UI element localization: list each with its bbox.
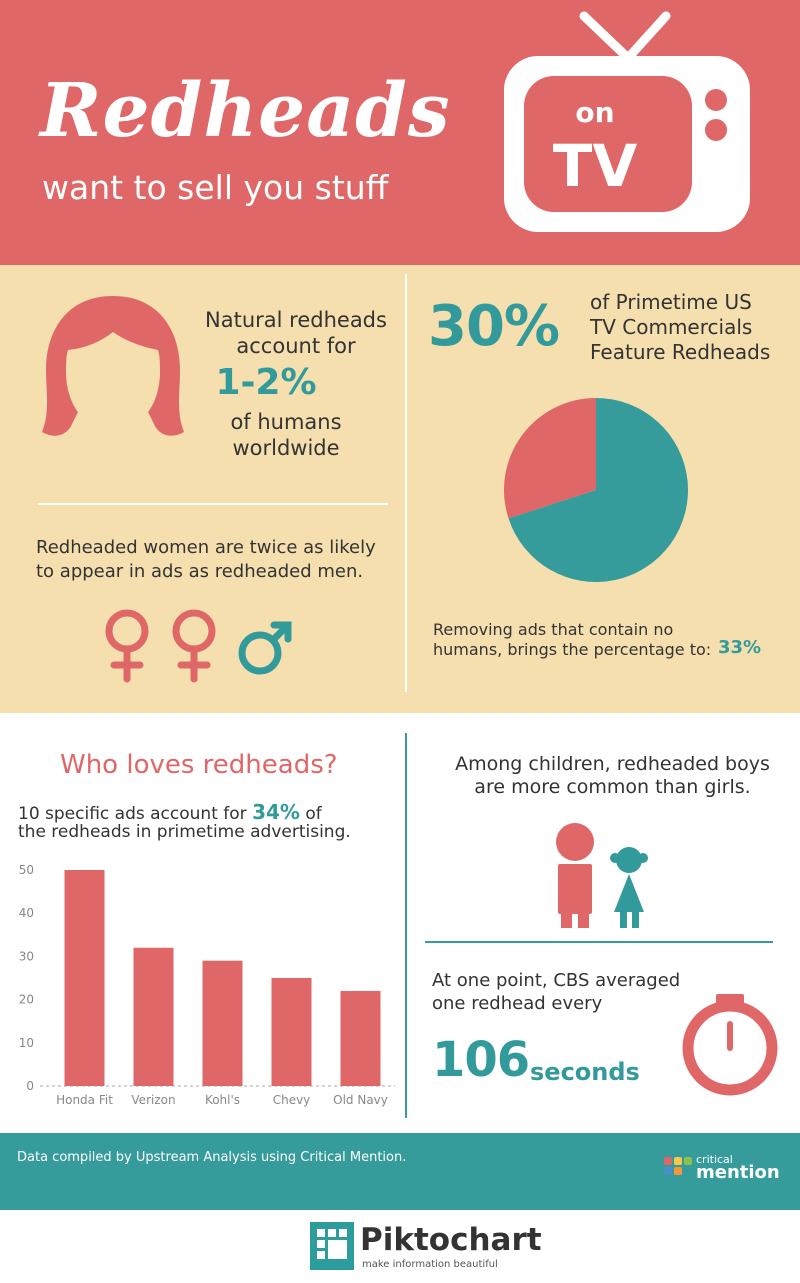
x-tick-label: Verizon — [131, 1093, 175, 1107]
boy-icon — [556, 823, 594, 928]
y-tick-label: 10 — [19, 1036, 34, 1050]
tv-label-tv: TV — [552, 132, 638, 200]
cbs-line1: At one point, CBS averaged — [432, 970, 681, 991]
cbs-unit: seconds — [530, 1058, 640, 1086]
header-banner: Redheads want to sell you stuff on TV — [0, 0, 800, 265]
who-loves-line1: 10 specific ads account for 34% of — [18, 800, 322, 824]
section-divider — [405, 733, 407, 1118]
bar — [271, 978, 312, 1086]
piktochart-tagline: make information beautiful — [362, 1259, 498, 1270]
y-tick-label: 0 — [26, 1079, 34, 1093]
primetime-line3: Feature Redheads — [590, 340, 771, 364]
natural-line1: Natural redheads — [205, 308, 387, 332]
cbs-number: 106 — [432, 1032, 530, 1088]
critical-mention-logo-big: mention — [696, 1162, 780, 1183]
children-icons — [556, 823, 648, 928]
page-subtitle: want to sell you stuff — [42, 168, 389, 207]
natural-line2: account for — [236, 334, 356, 358]
who-loves-heading: Who loves redheads? — [60, 750, 338, 780]
natural-percent: 1-2% — [215, 362, 317, 403]
primetime-percent: 30% — [428, 294, 560, 359]
tv-label-on: on — [575, 96, 615, 129]
girl-icon — [610, 847, 648, 928]
children-line2: are more common than girls. — [474, 776, 751, 798]
page-title: Redheads — [40, 68, 451, 154]
who-loves-line1-post: of — [305, 804, 322, 824]
natural-line4: worldwide — [232, 436, 340, 460]
female-icon — [105, 609, 149, 683]
primetime-line1: of Primetime US — [590, 290, 752, 314]
male-icon — [238, 621, 292, 675]
section-divider — [425, 941, 773, 943]
who-loves-percent: 34% — [252, 800, 300, 824]
female-icon — [172, 609, 216, 683]
pie-slice-0 — [504, 398, 596, 519]
bar — [202, 960, 243, 1086]
natural-line3: of humans — [230, 410, 342, 434]
removing-line1: Removing ads that contain no — [433, 620, 674, 639]
y-tick-label: 20 — [19, 993, 34, 1007]
piktochart-wordmark: Piktochart — [360, 1222, 542, 1258]
bar — [340, 990, 381, 1086]
x-tick-label: Old Navy — [333, 1093, 388, 1107]
piktochart-logo-icon — [310, 1222, 354, 1270]
x-tick-label: Kohl's — [205, 1093, 240, 1107]
y-tick-label: 40 — [19, 906, 34, 920]
y-tick-label: 50 — [19, 863, 34, 877]
cbs-line2: one redhead every — [432, 993, 603, 1014]
y-tick-label: 30 — [19, 949, 34, 963]
critical-mention-logo-small: critical — [696, 1153, 733, 1166]
gender-icons — [105, 609, 292, 683]
section-divider — [405, 274, 407, 692]
removing-line2: humans, brings the percentage to: — [433, 640, 712, 659]
tv-icon — [504, 11, 750, 232]
woman-head-icon — [42, 296, 184, 448]
x-tick-label: Chevy — [273, 1093, 311, 1107]
children-line1: Among children, redheaded boys — [455, 753, 770, 775]
women-line1: Redheaded women are twice as likely — [36, 537, 376, 558]
primetime-line2: TV Commercials — [590, 315, 753, 339]
who-loves-line1-pre: 10 specific ads account for — [18, 804, 247, 824]
who-loves-line2: the redheads in primetime advertising. — [18, 822, 351, 842]
removing-percent: 33% — [718, 637, 762, 658]
critical-mention-logo-mark — [664, 1157, 692, 1175]
women-line2: to appear in ads as redheaded men. — [36, 561, 364, 582]
primetime-pie-chart — [504, 398, 688, 582]
x-tick-label: Honda Fit — [56, 1093, 113, 1107]
pie-slice-1 — [508, 398, 688, 582]
section-divider — [38, 503, 388, 505]
bar — [133, 947, 174, 1086]
bar — [64, 870, 105, 1086]
redheads-ads-bar-chart: 0 10 20 30 40 50 Honda Fit Verizon Kohl's Chevy Ol… — [19, 863, 395, 1107]
stopwatch-icon — [682, 994, 778, 1096]
data-credit: Data compiled by Upstream Analysis using… — [17, 1150, 407, 1165]
